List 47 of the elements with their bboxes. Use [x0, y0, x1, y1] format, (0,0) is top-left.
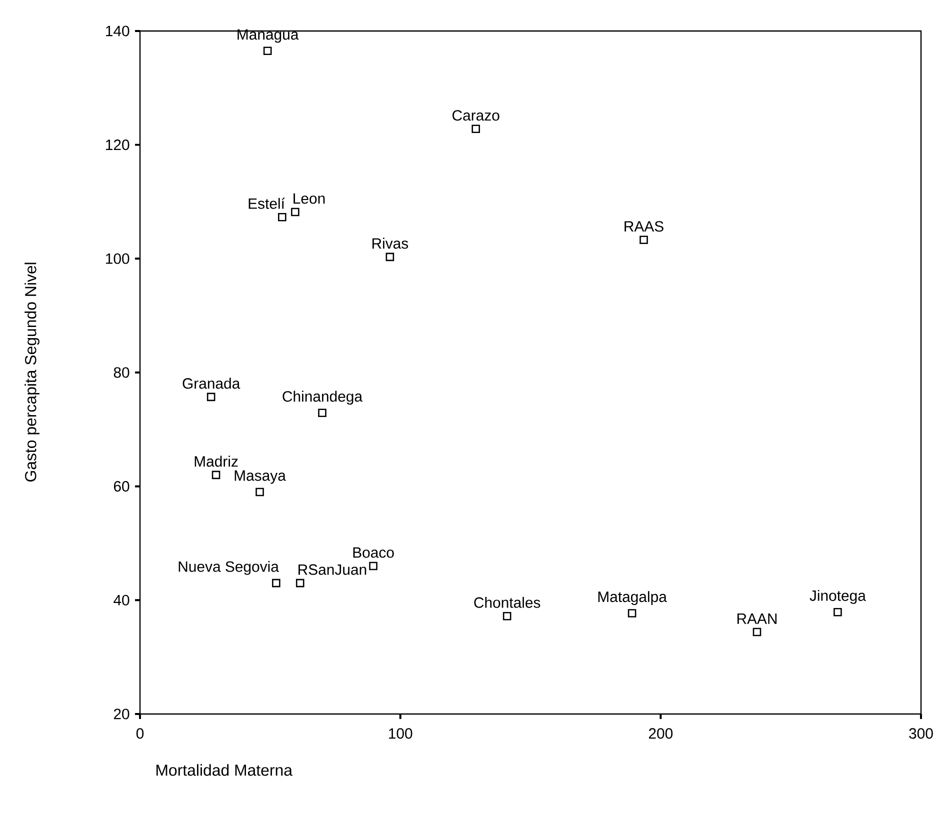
annotation: Managua [238, 29, 299, 43]
annotation: RAAN [737, 614, 777, 624]
annotation: RAAS [624, 221, 664, 232]
point [212, 470, 220, 480]
annotation: Masaya [234, 470, 286, 484]
point [206, 392, 216, 402]
point [628, 609, 636, 618]
annotation: Madriz [194, 456, 238, 467]
point [272, 578, 280, 588]
point [640, 236, 648, 244]
annotation: Rivas [372, 238, 408, 249]
y-tick-label: 140 [106, 26, 130, 36]
annotation: Carazo [452, 110, 500, 121]
point [472, 124, 480, 134]
point [834, 608, 842, 616]
annotation: Chinandega [282, 390, 363, 405]
point [752, 628, 762, 636]
y-tick-label: 60 [114, 481, 130, 492]
x-axis-title: Mortalidad Materna [156, 764, 292, 776]
annotation: Leon [294, 193, 325, 204]
annotation: Chontales [474, 596, 540, 608]
point [318, 408, 326, 418]
y-tick-label: 120 [106, 140, 130, 150]
x-tick-label: 100 [389, 728, 412, 739]
y-tick-label: 20 [114, 708, 130, 720]
point [263, 46, 272, 56]
x-tick-label: 0 [136, 728, 144, 739]
y-tick-label: 100 [106, 253, 130, 264]
annotation: Boaco [353, 547, 394, 558]
point [369, 562, 378, 570]
point [291, 208, 300, 216]
x-tick-label: 200 [648, 728, 673, 739]
y-tick-label: 80 [114, 367, 130, 378]
annotation: Granada [182, 378, 240, 389]
annotation: RSanJuan [298, 564, 366, 575]
annotation: Jinotega [810, 590, 866, 604]
y-tick-label: 40 [114, 594, 130, 606]
point [296, 578, 304, 588]
x-tick-label: 300 [909, 728, 933, 739]
point [502, 612, 512, 620]
point [386, 252, 394, 262]
point [278, 212, 286, 222]
point [256, 488, 264, 496]
annotation: Matagalpa [598, 591, 667, 606]
annotation: Estelí [248, 198, 285, 209]
annotation: Nueva Segovia [178, 560, 279, 575]
y-axis-title: Gasto percapita Segundo Nivel [24, 262, 40, 482]
